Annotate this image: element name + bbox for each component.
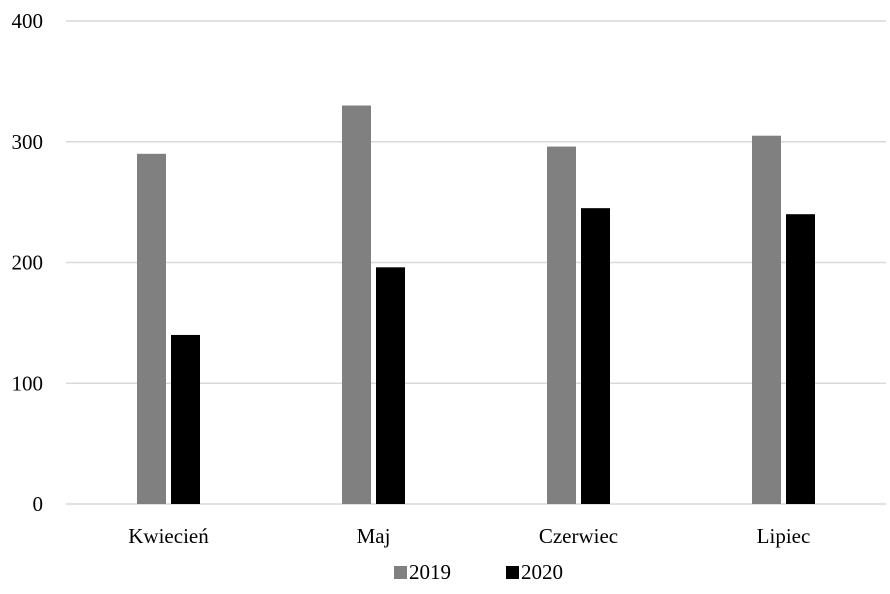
legend: 2019 2020 — [394, 560, 563, 584]
legend-swatch-2019 — [394, 566, 407, 579]
x-tick-label: Lipiec — [757, 524, 811, 548]
bar-2020-3 — [786, 214, 815, 504]
bar-2020-1 — [376, 267, 405, 504]
bar-2019-3 — [752, 135, 781, 504]
y-tick-label: 100 — [12, 371, 44, 395]
bar-2020-2 — [581, 208, 610, 504]
bar-2019-2 — [547, 146, 576, 504]
bars — [137, 105, 815, 505]
x-axis-tick-labels: Kwiecień Maj Czerwiec Lipiec — [128, 524, 810, 548]
legend-label: 2019 — [409, 560, 451, 584]
grid-lines — [66, 20, 886, 505]
bar-2019-1 — [342, 105, 371, 505]
y-axis-tick-labels: 0 100 200 300 400 — [12, 9, 44, 516]
x-tick-label: Kwiecień — [128, 524, 209, 548]
bar-2019-0 — [137, 153, 166, 504]
legend-label: 2020 — [521, 560, 563, 584]
y-tick-label: 0 — [33, 492, 44, 516]
x-tick-label: Czerwiec — [539, 524, 618, 548]
x-tick-label: Maj — [357, 524, 391, 548]
bar-2020-0 — [171, 334, 200, 504]
y-tick-label: 200 — [12, 251, 44, 275]
y-tick-label: 300 — [12, 130, 44, 154]
y-tick-label: 400 — [12, 9, 44, 33]
legend-swatch-2020 — [506, 566, 519, 579]
